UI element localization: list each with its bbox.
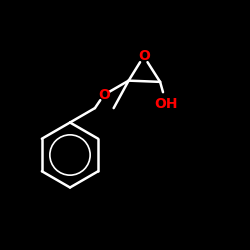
Text: OH: OH: [154, 97, 178, 111]
Text: O: O: [98, 88, 110, 102]
Text: O: O: [138, 49, 150, 63]
